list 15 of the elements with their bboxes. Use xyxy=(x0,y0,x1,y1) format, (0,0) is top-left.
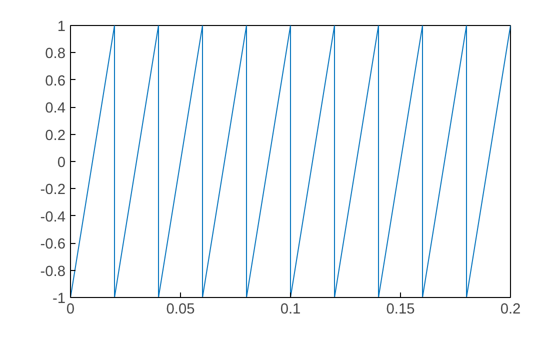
y-tick-label: 0.4 xyxy=(45,100,66,117)
y-tick-label: -0.6 xyxy=(40,236,66,253)
y-tick-label: -0.8 xyxy=(40,264,66,280)
y-tick-label: -0.2 xyxy=(40,182,66,198)
y-tick-label: 0 xyxy=(57,155,66,171)
y-tick-label: 0.2 xyxy=(45,128,66,144)
y-tick-label: -1 xyxy=(52,291,66,307)
y-tick-label: 0.8 xyxy=(45,46,66,62)
x-tick-label: 0.15 xyxy=(386,302,415,318)
x-tick-label: 0.05 xyxy=(166,302,195,318)
y-tick-label: 1 xyxy=(57,19,66,35)
x-tick-label: 0.2 xyxy=(500,302,521,318)
y-tick-label: -0.4 xyxy=(40,209,66,226)
x-tick-label: 0.1 xyxy=(280,302,301,318)
y-tick-label: 0.6 xyxy=(45,73,66,90)
